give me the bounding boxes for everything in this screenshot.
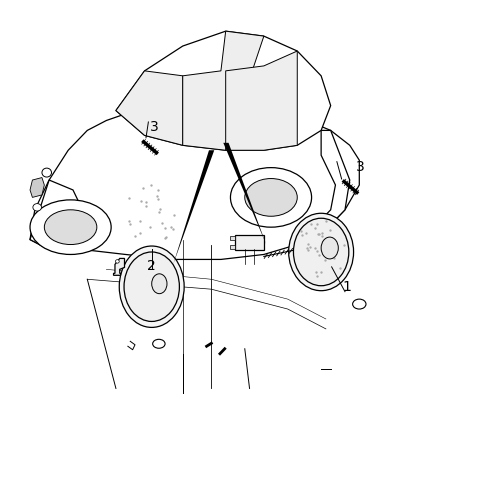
Polygon shape bbox=[297, 130, 350, 245]
Bar bbox=[235, 235, 264, 250]
Ellipse shape bbox=[153, 339, 165, 348]
Ellipse shape bbox=[288, 213, 354, 291]
Ellipse shape bbox=[321, 237, 338, 259]
Ellipse shape bbox=[353, 299, 366, 309]
Text: 1: 1 bbox=[343, 280, 352, 294]
Polygon shape bbox=[30, 106, 360, 259]
Ellipse shape bbox=[42, 168, 51, 177]
Ellipse shape bbox=[152, 274, 167, 294]
Text: 2: 2 bbox=[147, 259, 156, 273]
Ellipse shape bbox=[293, 218, 349, 286]
Bar bbox=[230, 236, 235, 240]
Polygon shape bbox=[30, 180, 87, 250]
Ellipse shape bbox=[245, 179, 297, 216]
Polygon shape bbox=[223, 143, 266, 245]
Polygon shape bbox=[116, 31, 331, 150]
Polygon shape bbox=[114, 258, 124, 275]
Text: 3: 3 bbox=[150, 120, 158, 135]
Polygon shape bbox=[173, 150, 214, 264]
Text: 3: 3 bbox=[356, 160, 365, 174]
Ellipse shape bbox=[44, 210, 97, 245]
Ellipse shape bbox=[124, 252, 180, 321]
Ellipse shape bbox=[230, 168, 312, 227]
Ellipse shape bbox=[116, 259, 119, 263]
Bar bbox=[230, 246, 235, 250]
Polygon shape bbox=[226, 51, 297, 150]
Ellipse shape bbox=[30, 200, 111, 254]
Polygon shape bbox=[183, 31, 264, 150]
Polygon shape bbox=[116, 71, 183, 145]
Polygon shape bbox=[30, 178, 44, 198]
Ellipse shape bbox=[119, 246, 184, 327]
Ellipse shape bbox=[33, 204, 41, 211]
